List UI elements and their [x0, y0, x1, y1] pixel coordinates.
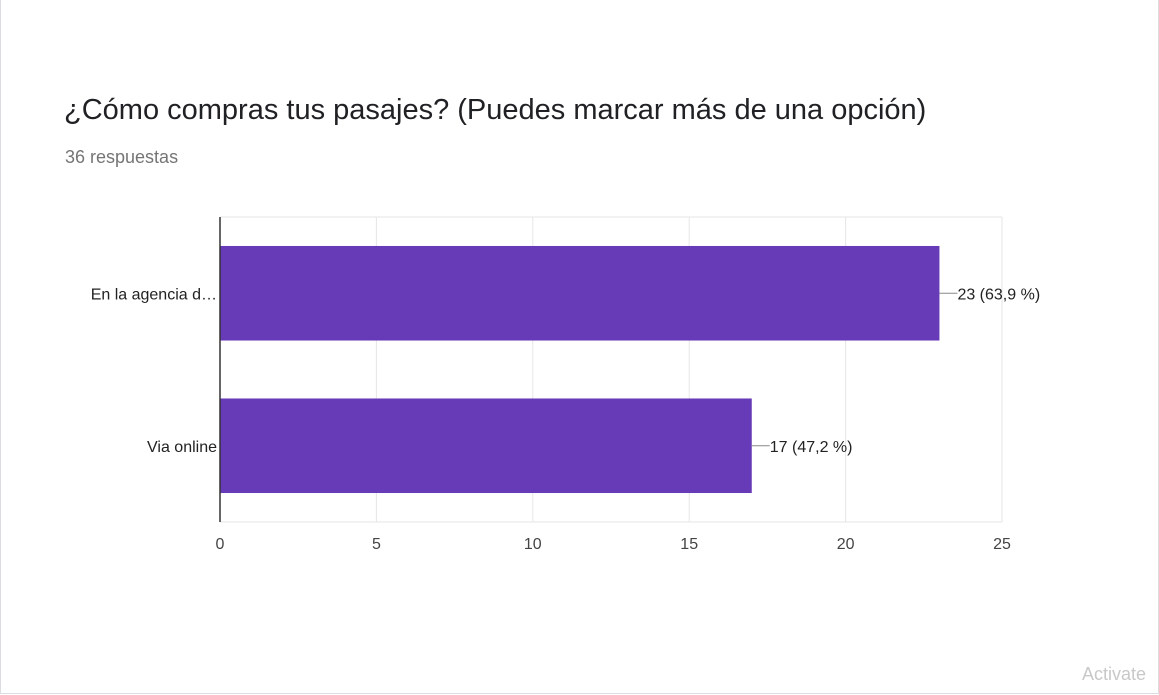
x-tick-label: 15 — [680, 536, 698, 553]
category-label: En la agencia d… — [91, 286, 217, 303]
data-label: 23 (63,9 %) — [957, 286, 1040, 303]
x-tick-label: 5 — [372, 536, 381, 553]
x-tick-label: 0 — [216, 536, 225, 553]
bar — [220, 398, 752, 494]
data-label: 17 (47,2 %) — [770, 439, 853, 456]
activation-watermark: Activate — [1082, 664, 1147, 684]
x-tick-label: 25 — [993, 536, 1011, 553]
x-tick-label: 20 — [837, 536, 855, 553]
response-count: 36 respuestas — [65, 147, 179, 167]
bar — [220, 245, 940, 341]
question-title: ¿Cómo compras tus pasajes? (Puedes marca… — [64, 94, 927, 126]
category-label: Via online — [147, 439, 217, 456]
x-tick-label: 10 — [524, 536, 542, 553]
